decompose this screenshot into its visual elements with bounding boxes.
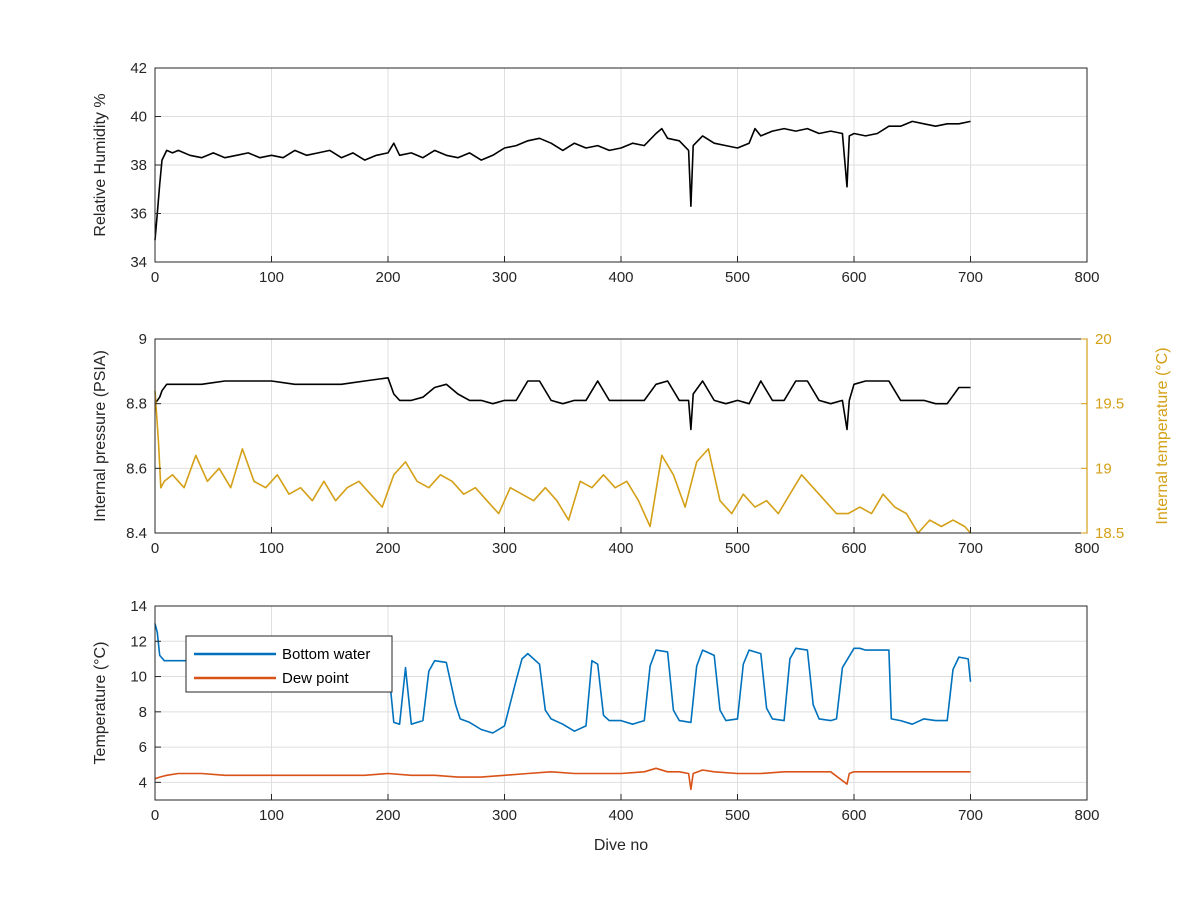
- x-tick-label: 400: [608, 540, 633, 557]
- series-line-bottom-water: [154, 623, 972, 734]
- y-tick-label: 38: [130, 157, 147, 174]
- x-tick-label: 100: [259, 540, 284, 557]
- x-tick-label: 500: [725, 269, 750, 286]
- y-tick-label: 6: [139, 739, 147, 756]
- x-tick-label: 100: [259, 807, 284, 824]
- x-tick-label: 800: [1074, 807, 1099, 824]
- x-tick-label: 0: [151, 540, 159, 557]
- y2-tick-label: 18.5: [1095, 525, 1124, 542]
- series-line-panel2-2: [154, 390, 972, 534]
- series-line-panel1-1: [154, 120, 971, 241]
- x-tick-label: 700: [958, 269, 983, 286]
- legend-box: [185, 635, 393, 693]
- x-tick-label: 200: [375, 807, 400, 824]
- y-tick-label: 40: [130, 109, 147, 126]
- x-tick-label: 700: [958, 540, 983, 557]
- legend-entry: Dew point: [282, 670, 350, 687]
- y2-tick-label: 19: [1095, 460, 1112, 477]
- x-tick-label: 700: [958, 807, 983, 824]
- x-axis-label: Dive no: [594, 837, 648, 854]
- series-line-dew-point: [154, 767, 971, 791]
- y2-tick-label: 20: [1095, 331, 1112, 348]
- y-tick-label: 10: [130, 669, 147, 686]
- x-tick-label: 400: [608, 269, 633, 286]
- x-tick-label: 100: [259, 269, 284, 286]
- x-tick-label: 600: [841, 807, 866, 824]
- y-tick-label: 4: [139, 774, 147, 791]
- y-tick-label: 8.8: [126, 396, 147, 413]
- panels: 0 100 200 300 400 500 600 700 8003436384042Relat…: [92, 60, 1171, 854]
- x-tick-label: 400: [608, 807, 633, 824]
- y-tick-label: 12: [130, 633, 147, 650]
- x-tick-label: 500: [725, 540, 750, 557]
- y-tick-label: 14: [130, 598, 147, 615]
- x-tick-label: 200: [375, 540, 400, 557]
- x-tick-label: 200: [375, 269, 400, 286]
- y-tick-label: 36: [130, 206, 147, 223]
- legend: Bottom water Dew point: [185, 635, 393, 693]
- x-tick-label: 300: [492, 269, 517, 286]
- chart-panel-1: 0 100 200 300 400 500 600 700 800 34 36 38 40 42 Relat…: [92, 60, 1100, 286]
- y-tick-label: 8.4: [126, 525, 147, 542]
- x-tick-label: 800: [1074, 269, 1099, 286]
- x-tick-label: 500: [725, 807, 750, 824]
- y-tick-label: 42: [130, 60, 147, 77]
- x-tick-label: 600: [841, 269, 866, 286]
- y2-axis-label: Internal temperature (°C): [1154, 347, 1171, 524]
- x-tick-label: 800: [1074, 540, 1099, 557]
- y-axis-label: Temperature (°C): [92, 642, 109, 765]
- legend-entry: Bottom water: [282, 646, 370, 663]
- y-tick-label: 9: [139, 331, 147, 348]
- y2-tick-label: 19.5: [1095, 396, 1124, 413]
- series-line-panel2-1: [154, 376, 971, 431]
- x-tick-label: 600: [841, 540, 866, 557]
- x-tick-label: 0: [151, 269, 159, 286]
- x-tick-label: 300: [492, 540, 517, 557]
- y-axis-label: Internal pressure (PSIA): [92, 350, 109, 522]
- chart-panel-2: 0 100 200 300 400 500 600 700 800 8.4 8.6 8.8 9 Inter…: [92, 331, 1171, 557]
- y-tick-label: 34: [130, 254, 147, 271]
- y-tick-label: 8.6: [126, 460, 147, 477]
- x-tick-label: 0: [151, 807, 159, 824]
- x-tick-label: 300: [492, 807, 517, 824]
- chart-panel-3: 0 100 200 300 400 500 600 700 800 4 6 8 10 12 14 Temper…: [92, 598, 1100, 854]
- y-axis-label: Relative Humidity %: [92, 93, 109, 236]
- y-tick-label: 8: [139, 704, 147, 721]
